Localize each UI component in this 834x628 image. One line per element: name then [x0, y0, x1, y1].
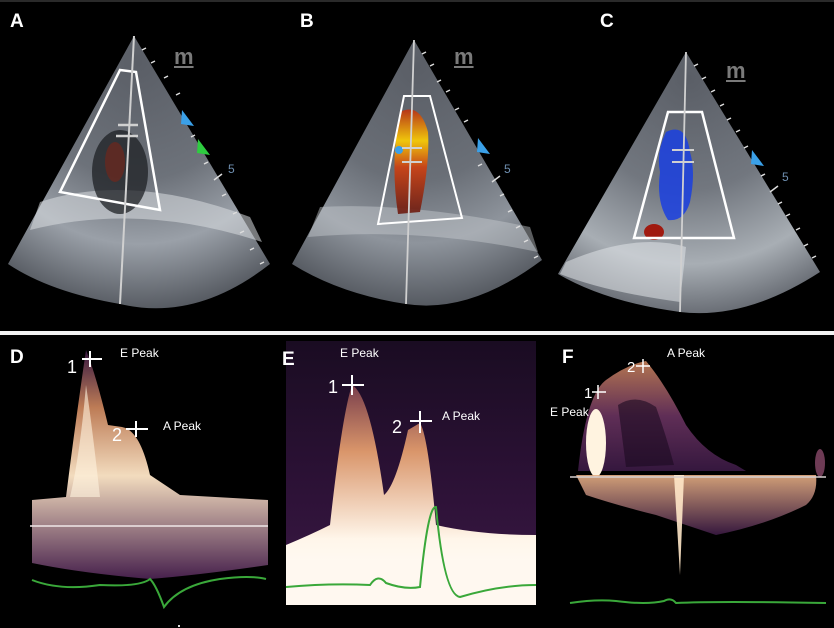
doppler-trace-d: [30, 350, 268, 627]
panel-d: D 1 E Peak 2 A Peak: [0, 335, 278, 628]
depth-scale-5: 5: [504, 162, 511, 176]
panel-label-b: B: [300, 11, 314, 32]
e-peak-label: E Peak: [550, 405, 589, 419]
echo-image-row: A m 5: [0, 2, 834, 331]
panel-f: F 1 E Peak 2 A Peak: [550, 335, 834, 628]
m-logo-icon: m: [174, 44, 194, 69]
peak-2-number: 2: [112, 425, 123, 445]
doppler-trace-e: [285, 341, 537, 605]
panel-label-f: F: [562, 347, 574, 368]
doppler-trace-f: [569, 359, 827, 605]
a-peak-label: A Peak: [667, 346, 706, 360]
a-peak-label: A Peak: [442, 409, 481, 423]
peak-2-number: 2: [392, 417, 403, 437]
panel-label-c: C: [600, 11, 614, 32]
echo-sector-a: [8, 35, 270, 309]
panel-label-e: E: [282, 349, 295, 370]
m-logo-icon: m: [454, 44, 474, 69]
row-divider: [0, 331, 834, 335]
panel-e: E 1 E Peak 2 A Peak: [280, 335, 558, 628]
peak-1-number: 1: [67, 357, 78, 377]
depth-scale-5: 5: [782, 170, 789, 184]
m-logo-icon: m: [726, 58, 746, 83]
e-peak-label: E Peak: [340, 346, 379, 360]
echo-sector-b: [292, 39, 542, 306]
peak-2-number: 2: [627, 359, 636, 376]
peak-1-number: 1: [328, 377, 339, 397]
panel-c: C m 5: [556, 2, 834, 331]
panel-label-a: A: [10, 11, 24, 32]
green-triangle-icon: [197, 139, 210, 155]
panel-label-d: D: [10, 347, 24, 368]
doppler-row: D 1 E Peak 2 A Peak: [0, 335, 834, 628]
panel-a: A m 5: [0, 2, 278, 331]
a-peak-label: A Peak: [163, 419, 202, 433]
blue-triangle-icon: [181, 110, 194, 126]
e-peak-label: E Peak: [120, 346, 159, 360]
blue-triangle-icon: [751, 150, 764, 166]
top-border: [0, 0, 834, 2]
panel-b: B m 5: [280, 2, 558, 331]
blue-triangle-icon: [477, 138, 490, 154]
echo-sector-c: [558, 51, 820, 314]
peak-1-number: 1: [584, 385, 593, 402]
depth-scale-5: 5: [228, 162, 235, 176]
